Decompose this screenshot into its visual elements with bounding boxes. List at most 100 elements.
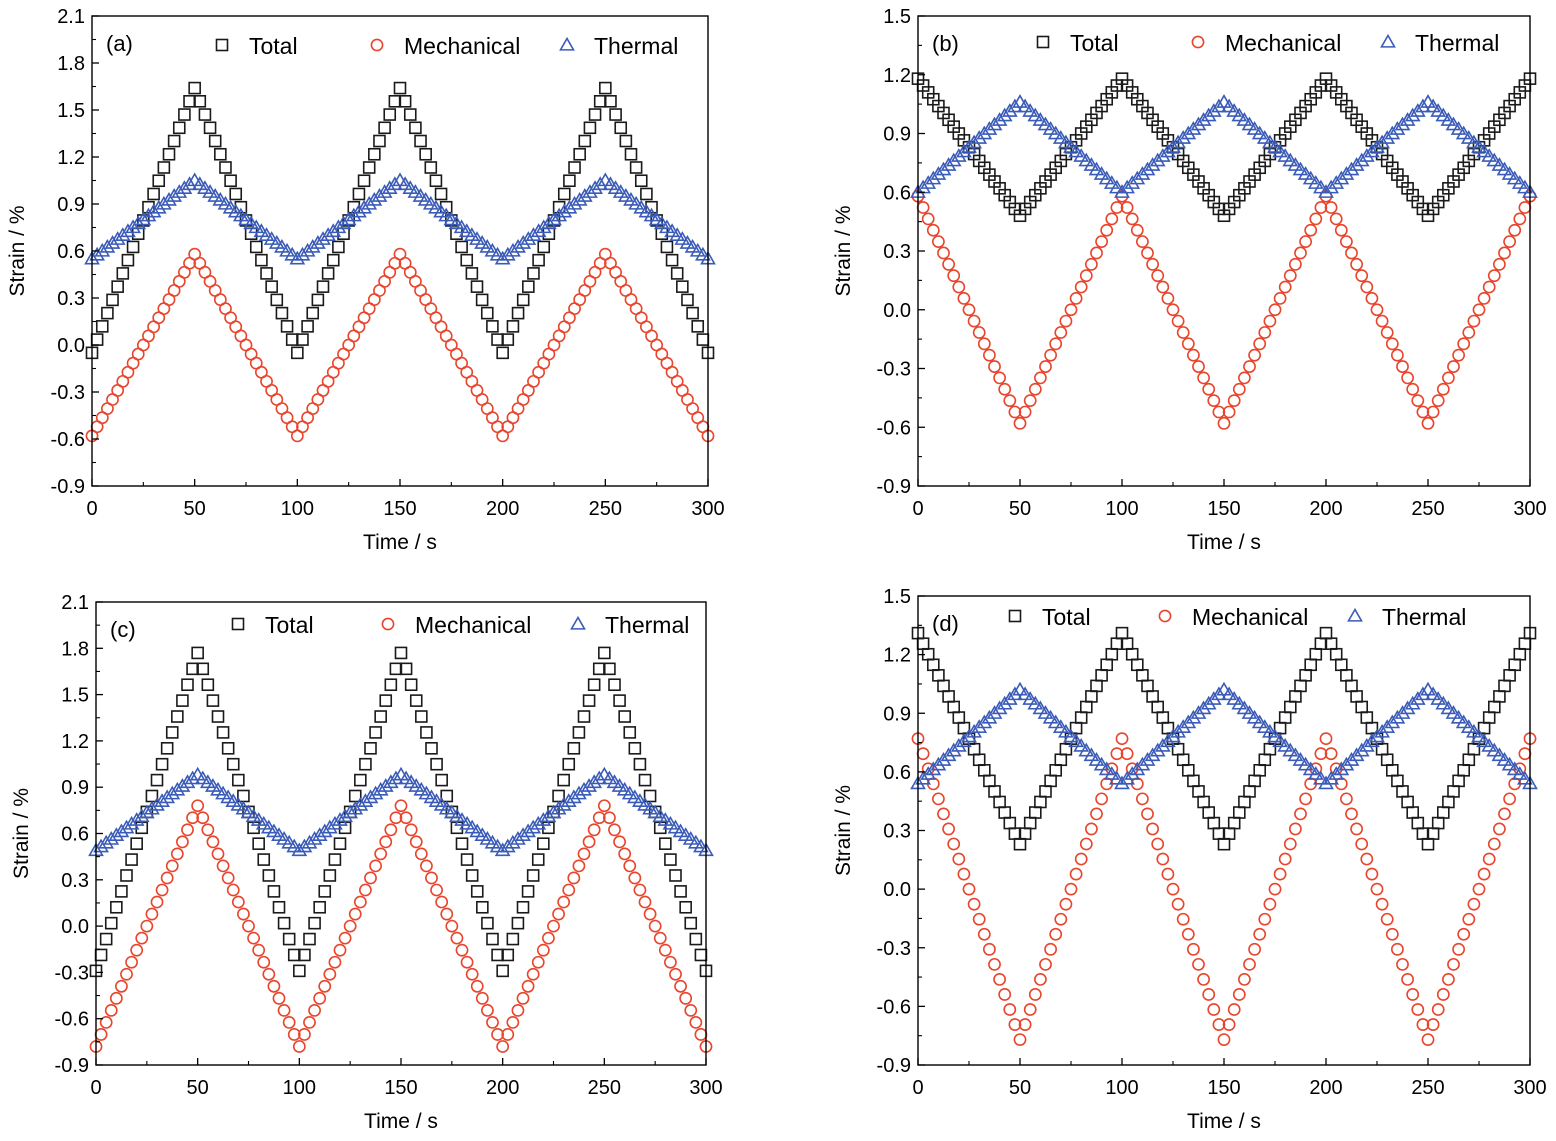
y-tick-label: 0.9 [57,194,85,216]
x-axis: 0 50 100 150 200 250 300 [912,479,1547,520]
data-point-thermal [351,203,367,218]
data-point-total [670,267,684,280]
data-point-mechanical [1003,1003,1017,1016]
data-point-mechanical [1156,280,1170,294]
data-point-total [1110,637,1124,650]
y-tick-label: 0.6 [61,824,89,846]
data-point-total [181,678,194,692]
legend-label-mechanical: Mechanical [1192,604,1308,630]
data-point-total [425,742,438,755]
data-point-thermal [315,231,331,245]
data-point-total [171,710,184,723]
data-point-thermal [1032,700,1049,715]
y-tick-label: 0.3 [883,241,911,263]
data-point-total [674,885,687,898]
data-point-mechanical [1085,257,1098,271]
data-point-thermal [1175,719,1192,733]
data-point-total [1411,816,1425,830]
data-point-thermal [1364,733,1380,748]
data-point-mechanical [1248,942,1261,956]
data-point-thermal [1052,719,1069,733]
data-point-mechanical [1018,405,1032,419]
data-point-thermal [1404,107,1421,122]
data-point-thermal [1501,166,1518,180]
legend-marker-total [1036,35,1050,49]
data-point-mechanical [104,1003,118,1017]
data-point-total [1003,816,1017,830]
data-point-thermal [1236,112,1253,126]
data-point-total [409,121,422,135]
data-point-thermal [535,812,552,826]
data-point-total [1008,827,1022,840]
data-point-total [383,108,397,121]
data-point-mechanical [1013,416,1027,430]
data-point-mechanical [211,847,225,861]
data-point-thermal [1093,166,1110,180]
data-point-mechanical [1176,326,1190,339]
data-point-mechanical [125,955,138,969]
data-point-mechanical [1243,957,1256,971]
data-point-thermal [1032,112,1049,126]
data-point-thermal [1318,775,1334,790]
data-point-thermal [125,219,141,234]
y-tick-label: 2.1 [57,6,85,28]
legend-item-thermal: Thermal [1347,604,1466,630]
y-tick-label: -0.6 [51,429,85,451]
data-point-thermal [1358,737,1375,752]
data-point-total [285,333,299,346]
data-point-thermal [515,827,531,842]
data-point-total [618,710,631,723]
data-point-total [429,174,443,188]
data-point-mechanical [983,348,996,362]
data-point-total [506,932,520,946]
data-point-mechanical [394,799,408,813]
data-point-thermal [311,827,328,842]
data-point-thermal [1134,756,1151,771]
x-tick-label: 200 [486,1077,519,1099]
data-point-thermal [1323,770,1339,785]
data-point-thermal [925,170,942,185]
data-point-total [1090,679,1103,693]
data-point-mechanical [1187,348,1200,362]
data-point-mechanical [292,1040,306,1053]
data-point-mechanical [1136,235,1149,248]
data-point-mechanical [937,807,950,821]
data-point-thermal [1114,775,1130,790]
data-point-thermal [1022,103,1039,117]
data-point-total [357,174,371,188]
data-point-mechanical [952,280,966,294]
x-tick-label: 150 [1207,498,1240,520]
data-point-mechanical [993,973,1006,986]
data-point-total [1141,679,1154,693]
data-point-thermal [1042,709,1059,724]
data-point-thermal [981,709,998,724]
x-tick-label: 200 [486,498,519,520]
data-point-thermal [550,800,567,815]
data-point-thermal [150,199,167,214]
legend-marker-thermal [1380,33,1396,48]
panel-label: (a) [106,31,133,56]
data-point-total [557,187,571,201]
data-point-total [681,293,694,307]
data-point-mechanical [1503,792,1516,806]
x-axis-label: Time / s [364,1110,438,1133]
data-point-thermal [362,789,379,804]
data-point-total [1023,816,1037,830]
data-point-total [99,932,113,946]
y-axis: -0.9 -0.6 -0.3 0.0 0.3 0.6 0.9 1.2 1.5 [877,586,925,1077]
data-point-mechanical [1452,348,1465,362]
data-point-mechanical [998,988,1012,1001]
data-point-total [937,679,950,693]
data-point-thermal [1246,121,1263,135]
data-point-thermal [1129,761,1146,776]
data-point-mechanical [1396,360,1409,373]
data-point-thermal [551,207,568,222]
data-point-total [1258,753,1272,767]
data-point-mechanical [506,1016,520,1029]
data-point-total [196,662,210,676]
data-point-mechanical [1319,732,1333,746]
data-point-mechanical [1146,257,1159,271]
data-point-thermal [930,756,947,771]
data-point-total [537,837,550,850]
data-point-mechanical [1207,1003,1221,1016]
